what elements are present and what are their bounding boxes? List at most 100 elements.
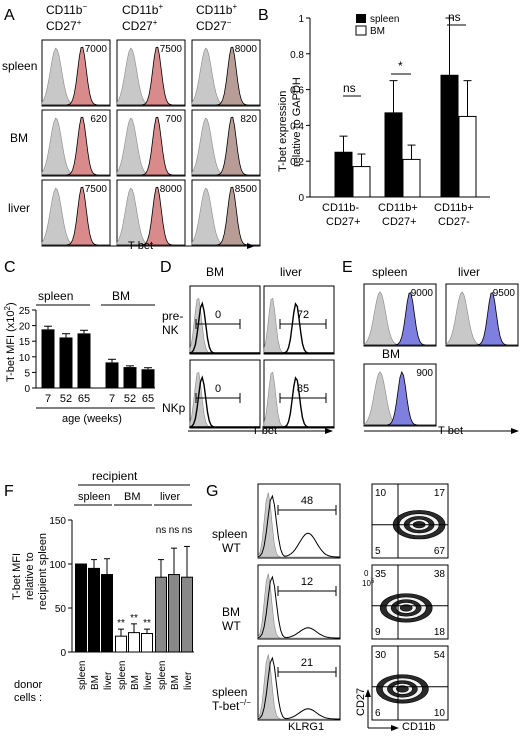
e-third-label: BM <box>382 347 400 361</box>
b-legend-spleen: spleen <box>370 14 399 25</box>
a-col3-line1: CD11b+ <box>196 2 237 17</box>
f-x-tick-label: liver <box>183 671 194 690</box>
a-hist-tbet-2-1 <box>117 186 185 246</box>
a-hist-tbet-1-0 <box>42 116 110 176</box>
g-quad-ur: 38 <box>434 569 446 580</box>
g-quad-ur: 54 <box>434 650 446 661</box>
b-legend-swatch-bm <box>355 25 367 36</box>
a-hist-value: 8500 <box>235 184 258 195</box>
b-y-tick-label: 0 <box>298 193 304 204</box>
f-ylabel-2: relative to <box>24 552 36 600</box>
b-bar-BM-0 <box>352 166 371 198</box>
e-hist-value: 900 <box>416 368 433 379</box>
g-gate-value: 48 <box>301 495 313 507</box>
f-bar-6 <box>155 576 167 653</box>
g-hist-frame-0 <box>257 483 341 559</box>
panel-g: G spleen WT BM WT spleen T-bet−/− 48 10 17… <box>206 483 449 733</box>
f-group-spleen: spleen <box>78 491 110 503</box>
b-bar-spleen-1 <box>384 112 403 198</box>
f-sig-liver: ns <box>169 525 180 536</box>
f-x-tick-label: liver <box>143 671 154 690</box>
g-hist-isotype <box>257 654 340 720</box>
f-donor-1: donor <box>14 679 42 691</box>
c-x-tick-label: 7 <box>109 393 115 405</box>
g-quad-ur: 17 <box>434 488 446 499</box>
c-y-tick-label: 25 <box>19 306 31 317</box>
b-y-tick-label: 0.2 <box>290 157 304 168</box>
g-row2-l1: BM <box>222 605 240 619</box>
e-col-liver: liver <box>458 265 480 279</box>
f-bar-4 <box>128 632 140 653</box>
panel-c: C T-bet MFI (x102) spleen BM 0 5 10 15 20 25 7… <box>3 259 155 425</box>
panel-b-chart: 0 0.2 0.4 0.6 0.8 1 <box>290 14 490 204</box>
f-bar-7 <box>168 574 180 653</box>
f-sig-liver: ns <box>182 525 193 536</box>
f-x-tick-label: spleen <box>117 661 128 690</box>
d-row-pre: pre- <box>162 309 183 323</box>
a-hist-value: 820 <box>240 114 257 125</box>
a-col2-line2: CD27+ <box>122 18 158 33</box>
b-legend-bm: BM <box>370 26 385 37</box>
d-gate-value: 0 <box>215 383 221 395</box>
b-cat1-l1: CD11b- <box>322 202 359 214</box>
panel-d-letter: D <box>160 259 172 276</box>
panel-c-chart: 0 5 10 15 20 25 7 52 65 7 52 65 <box>19 306 155 405</box>
g-gate-value: 21 <box>301 657 313 669</box>
g-contour-ring <box>396 685 409 693</box>
c-ylabel: T-bet MFI (x102) <box>3 302 17 382</box>
g-row3-l1: spleen <box>212 685 247 699</box>
c-x-tick-label: 52 <box>124 393 136 405</box>
panel-f: F recipient spleen BM liver T-bet MFI re… <box>4 469 194 704</box>
a-hist-value: 620 <box>90 114 107 125</box>
f-donor-2: cells : <box>14 692 42 704</box>
g-quad-lr: 67 <box>434 546 446 557</box>
a-hist-tbet-2-0 <box>42 186 110 246</box>
g-xlabel-dot: CD11b <box>402 721 435 733</box>
panel-e-histograms: 9000 9500 900 <box>363 283 519 427</box>
f-x-tick-label: BM <box>130 675 141 690</box>
a-hist-tbet-1-1 <box>117 116 185 176</box>
g-axis-label-1: 105 <box>362 579 375 588</box>
f-y-tick-label: 150 <box>49 516 66 527</box>
b-bar-spleen-2 <box>440 74 459 198</box>
g-hist-klrg1 <box>257 656 340 720</box>
c-y-tick-label: 20 <box>19 322 31 333</box>
c-group-bm: BM <box>112 289 130 303</box>
panel-g-plots: 48 10 17 5 67 12 35 38 9 18 21 30 54 6 10 <box>257 483 449 721</box>
b-cat2-l2: CD27+ <box>382 216 417 228</box>
b-sig-3: ns <box>448 10 461 24</box>
g-quad-ll: 5 <box>375 546 381 557</box>
a-col3-line2: CD27− <box>196 18 232 33</box>
a-hist-value: 7500 <box>85 184 108 195</box>
panel-e-letter: E <box>342 259 353 276</box>
b-sig-2: * <box>398 59 403 73</box>
c-bar-0 <box>41 329 55 388</box>
panel-a-histograms: 7000 7500 8000 620 700 820 7500 8000 8500 <box>41 39 261 247</box>
g-contour-ring <box>399 604 413 612</box>
f-x-tick-label: BM <box>170 675 181 690</box>
c-x-tick-label: 65 <box>78 393 90 405</box>
c-y-tick-label: 15 <box>19 337 31 348</box>
a-col1-line1: CD11b− <box>46 2 87 17</box>
d-hist-tbet <box>189 375 260 428</box>
g-hist-isotype <box>257 573 340 639</box>
f-ylabel-1: T-bet MFI <box>11 553 23 600</box>
a-row-label-liver: liver <box>8 201 30 215</box>
panel-b: B T-bet expression relative to GAPDH 0 0.… <box>258 7 490 228</box>
g-gate-value: 12 <box>301 576 313 588</box>
c-y-tick-label: 10 <box>19 353 31 364</box>
g-ylabel-dot: CD27 <box>355 688 367 716</box>
a-hist-tbet-0-0 <box>42 46 110 106</box>
b-cat2-l1: CD11b+ <box>378 202 418 214</box>
f-x-tick-label: spleen <box>77 661 88 690</box>
g-quad-ul: 30 <box>375 650 387 661</box>
panel-b-letter: B <box>258 7 269 24</box>
b-ylabel-1: T-bet expression <box>277 91 289 172</box>
g-row1-l1: spleen <box>212 527 247 541</box>
b-cat3-l1: CD11b+ <box>434 202 474 214</box>
d-hist-tbet <box>264 302 334 354</box>
c-bar-5 <box>141 369 155 388</box>
g-quad-ul: 35 <box>375 569 387 580</box>
c-x-tick-label: 7 <box>45 393 51 405</box>
